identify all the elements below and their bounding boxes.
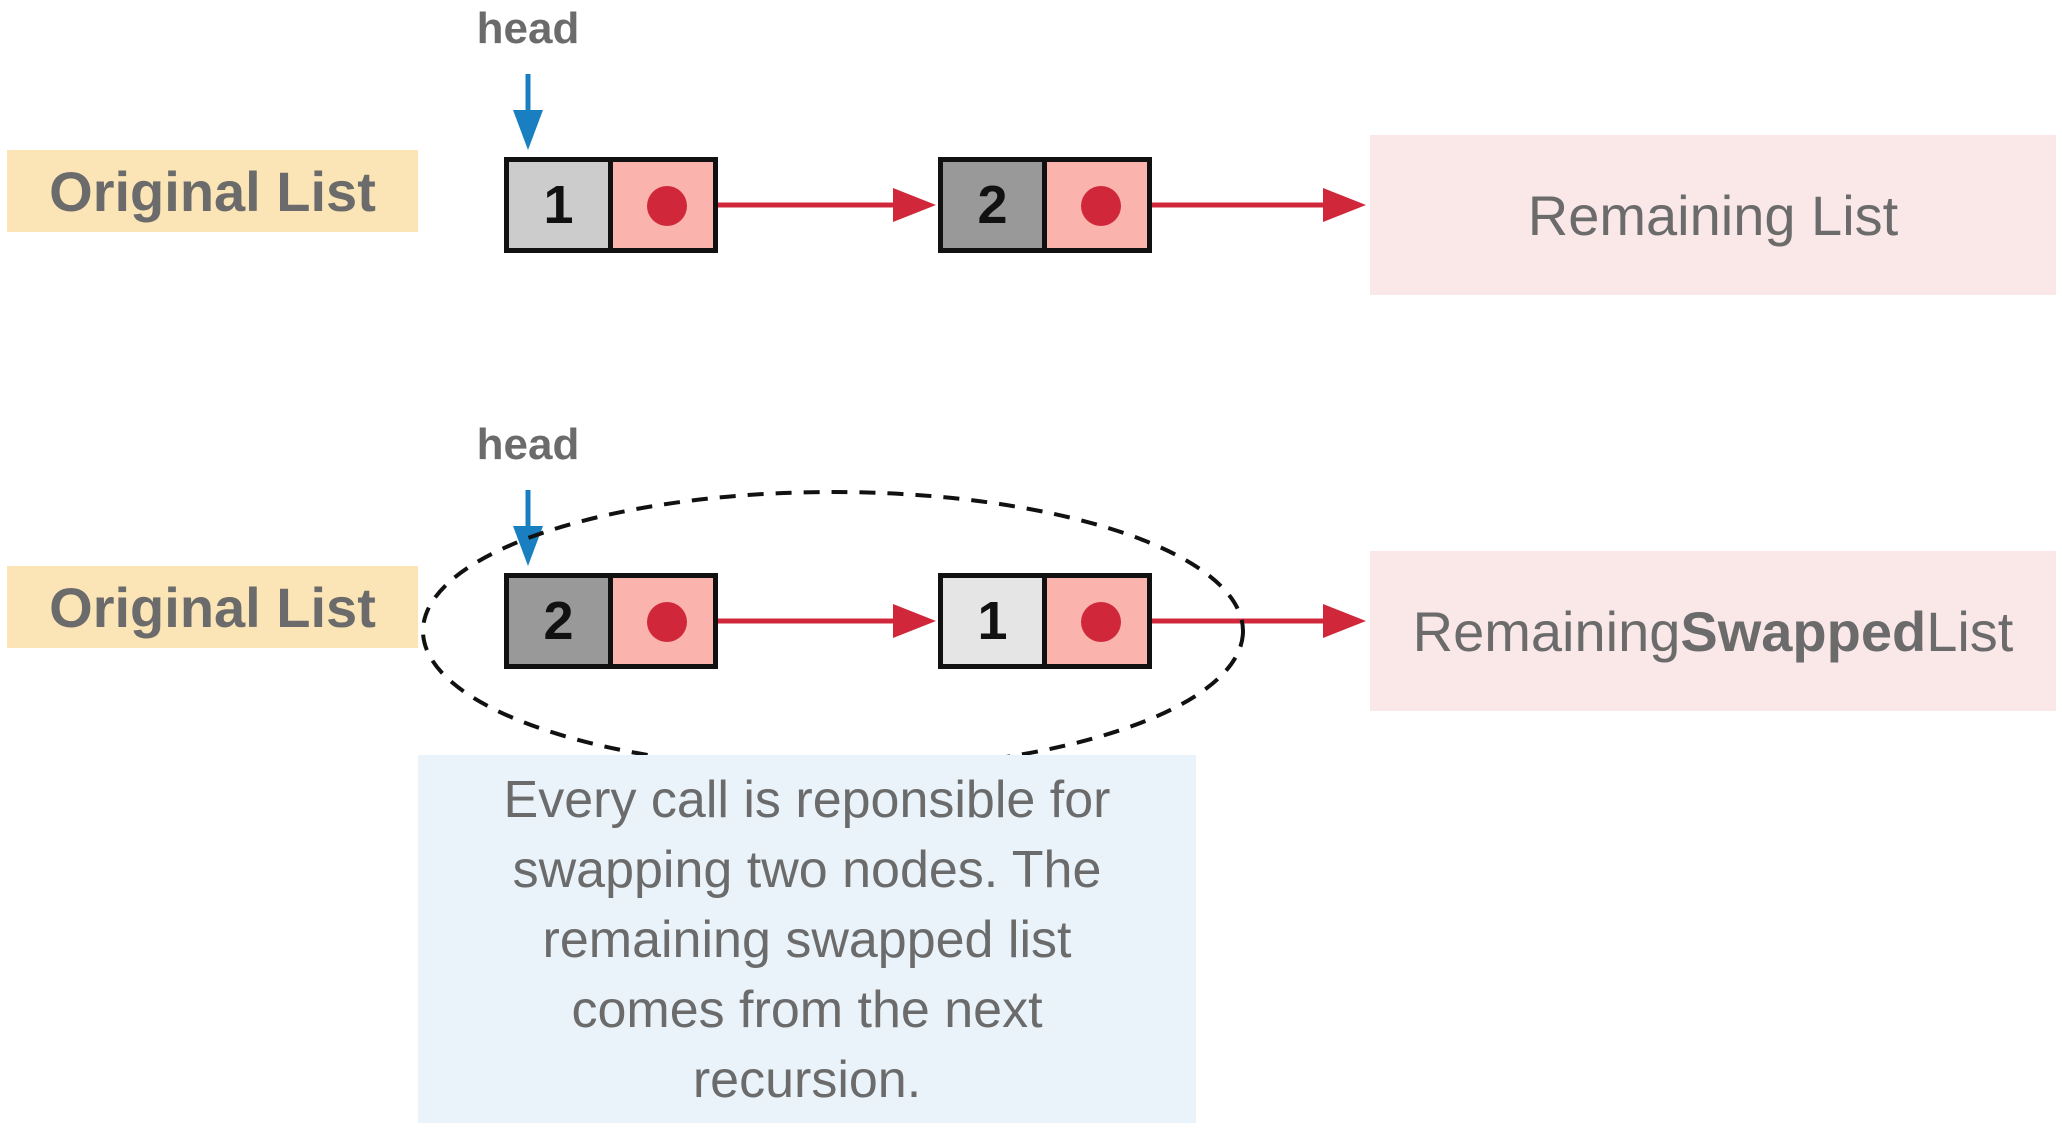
note-line-2: swapping two nodes. The [512, 841, 1102, 899]
top-node-1-pointer-dot [647, 186, 687, 226]
note-line-3: remaining swapped list [542, 911, 1072, 969]
bottom-node-2-pointer-dot [1081, 602, 1121, 642]
top-original-list-label: Original List [7, 150, 418, 232]
note-line-1: Every call is reponsible for [503, 771, 1111, 829]
top-node-2-pointer-dot [1081, 186, 1121, 226]
bottom-head-label: head [476, 420, 580, 469]
bottom-head-arrow [513, 490, 543, 566]
top-remaining-list-box: Remaining List [1370, 135, 2056, 295]
bottom-original-list-label: Original List [7, 566, 418, 648]
top-node-2: 2 [938, 157, 1152, 253]
explanation-note: Every call is reponsible for swapping tw… [418, 755, 1196, 1123]
remaining-swapped-bold: Swapped [1680, 599, 1927, 663]
bottom-node-2-pointer [1047, 578, 1147, 664]
top-node-2-pointer [1047, 162, 1147, 248]
bottom-node-1-value: 2 [509, 578, 613, 664]
bottom-node-1-pointer-dot [647, 602, 687, 642]
note-line-4: comes from the next [571, 981, 1043, 1039]
bottom-remaining-swapped-list-box: Remaining Swapped List [1370, 551, 2056, 711]
top-node-1-value: 1 [509, 162, 613, 248]
top-node-1: 1 [504, 157, 718, 253]
bottom-node-1: 2 [504, 573, 718, 669]
note-line-5: recursion. [692, 1051, 922, 1109]
remaining-suffix: List [1926, 599, 2014, 663]
bottom-node-2-value: 1 [943, 578, 1047, 664]
top-head-label: head [476, 4, 580, 53]
remaining-prefix: Remaining [1412, 599, 1681, 663]
top-node-2-value: 2 [943, 162, 1047, 248]
bottom-node-2: 1 [938, 573, 1152, 669]
bottom-node-1-pointer [613, 578, 713, 664]
top-node-1-pointer [613, 162, 713, 248]
top-head-arrow [513, 74, 543, 150]
